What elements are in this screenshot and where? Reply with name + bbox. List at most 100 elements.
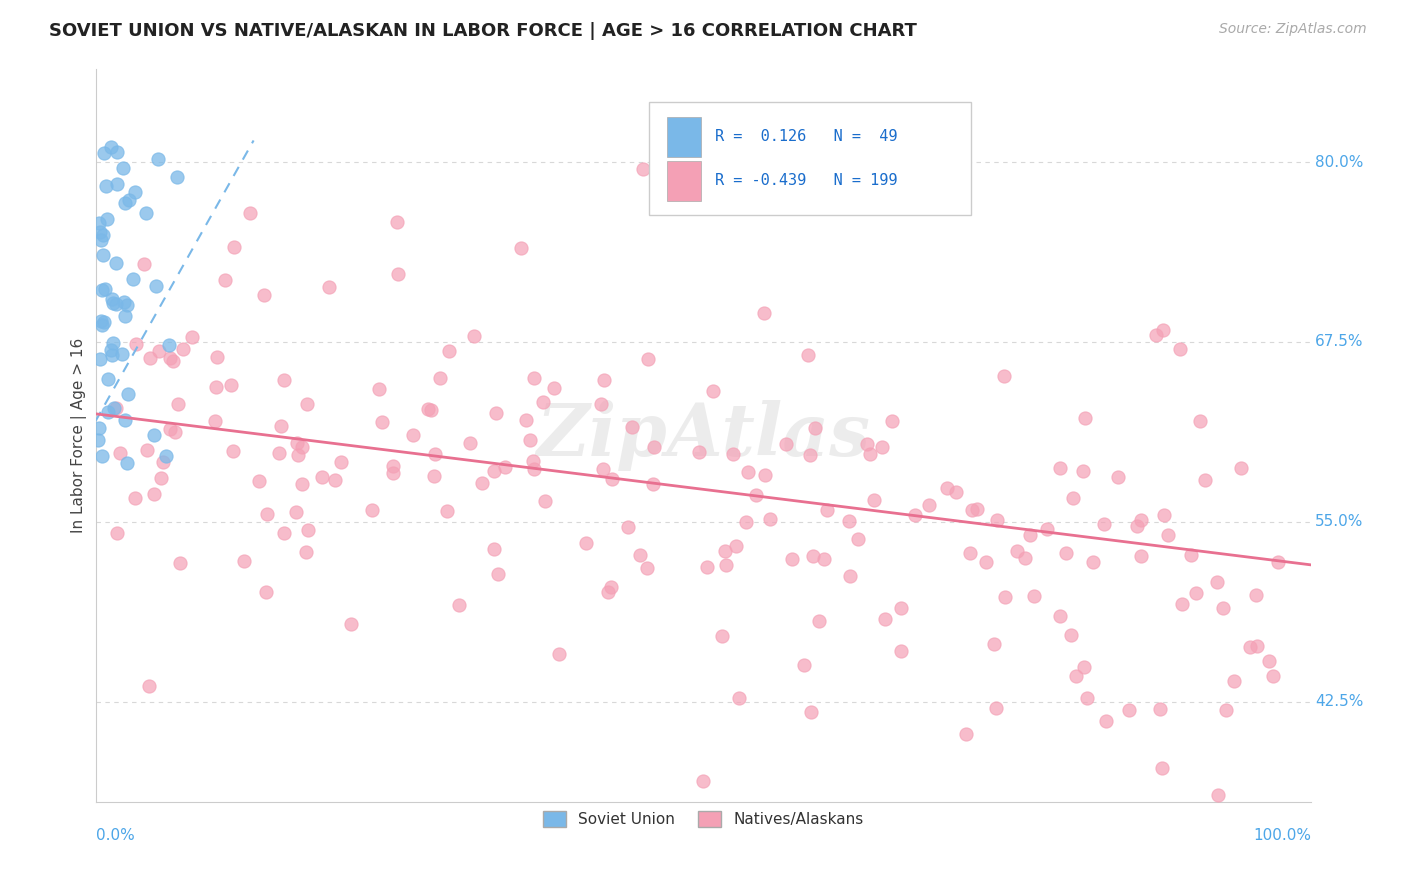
Text: SOVIET UNION VS NATIVE/ALASKAN IN LABOR FORCE | AGE > 16 CORRELATION CHART: SOVIET UNION VS NATIVE/ALASKAN IN LABOR …: [49, 22, 917, 40]
Point: [97, 372, 120, 386]
Text: R =  0.126   N =  49: R = 0.126 N = 49: [716, 129, 898, 145]
Point: [287, 448, 309, 462]
Point: [1095, 714, 1118, 728]
Point: [960, 503, 983, 517]
Point: [247, 474, 270, 488]
Point: [631, 162, 654, 177]
Point: [1118, 703, 1140, 717]
Point: [796, 348, 818, 362]
Point: [621, 420, 644, 434]
Point: [159, 422, 181, 436]
Point: [1150, 761, 1173, 775]
Point: [285, 505, 308, 519]
Point: [523, 462, 546, 476]
Point: [87, 434, 110, 448]
Point: [157, 337, 180, 351]
Point: [429, 371, 451, 385]
Point: [125, 337, 148, 351]
Point: [100, 140, 122, 154]
Point: [87, 421, 110, 435]
Point: [460, 436, 482, 450]
Point: [1263, 669, 1285, 683]
Point: [93, 315, 115, 329]
Point: [340, 616, 363, 631]
Point: [101, 348, 124, 362]
Point: [169, 556, 191, 570]
Point: [239, 206, 262, 220]
Point: [1130, 549, 1153, 564]
Point: [600, 472, 623, 486]
Point: [273, 373, 295, 387]
Point: [149, 471, 172, 485]
Point: [936, 481, 959, 495]
Point: [793, 657, 815, 672]
Point: [519, 433, 541, 447]
Point: [111, 347, 134, 361]
Point: [1215, 703, 1237, 717]
Point: [1022, 589, 1045, 603]
Text: 80.0%: 80.0%: [1315, 154, 1364, 169]
Point: [486, 566, 509, 581]
Point: [142, 428, 165, 442]
Point: [152, 455, 174, 469]
Point: [90, 283, 112, 297]
Point: [515, 413, 537, 427]
Point: [368, 382, 391, 396]
Y-axis label: In Labor Force | Age > 16: In Labor Force | Age > 16: [72, 338, 87, 533]
Point: [1107, 470, 1129, 484]
Point: [311, 470, 333, 484]
Point: [856, 437, 879, 451]
Point: [600, 580, 623, 594]
Point: [485, 405, 508, 419]
Point: [100, 292, 122, 306]
Point: [808, 614, 831, 628]
Point: [1125, 519, 1147, 533]
Point: [361, 502, 384, 516]
Point: [204, 414, 226, 428]
Point: [782, 552, 804, 566]
FancyBboxPatch shape: [648, 102, 970, 215]
Point: [1064, 668, 1087, 682]
Point: [1094, 517, 1116, 532]
Point: [523, 370, 546, 384]
Point: [180, 330, 202, 344]
Point: [256, 507, 278, 521]
Text: 100.0%: 100.0%: [1253, 828, 1312, 843]
Point: [1049, 461, 1071, 475]
Point: [463, 329, 485, 343]
Point: [1212, 601, 1234, 615]
Point: [146, 152, 169, 166]
Point: [1062, 491, 1084, 505]
Point: [617, 520, 640, 534]
Point: [1014, 550, 1036, 565]
Point: [1036, 522, 1059, 536]
Point: [295, 545, 318, 559]
Point: [696, 560, 718, 574]
Point: [1144, 327, 1167, 342]
Point: [253, 288, 276, 302]
Point: [90, 233, 112, 247]
Point: [114, 195, 136, 210]
Point: [522, 454, 544, 468]
Point: [628, 548, 651, 562]
Point: [135, 206, 157, 220]
Text: R = -0.439   N = 199: R = -0.439 N = 199: [716, 173, 898, 188]
Point: [547, 647, 569, 661]
Point: [1189, 414, 1212, 428]
Point: [205, 350, 228, 364]
Point: [270, 418, 292, 433]
Point: [735, 515, 758, 529]
Point: [688, 444, 710, 458]
Point: [945, 484, 967, 499]
Point: [1170, 597, 1192, 611]
Point: [863, 492, 886, 507]
Text: 55.0%: 55.0%: [1315, 514, 1364, 529]
Point: [815, 503, 838, 517]
Point: [636, 560, 658, 574]
Point: [172, 342, 194, 356]
Point: [801, 549, 824, 563]
Point: [721, 447, 744, 461]
Point: [233, 554, 256, 568]
Point: [105, 401, 128, 415]
Point: [531, 395, 554, 409]
